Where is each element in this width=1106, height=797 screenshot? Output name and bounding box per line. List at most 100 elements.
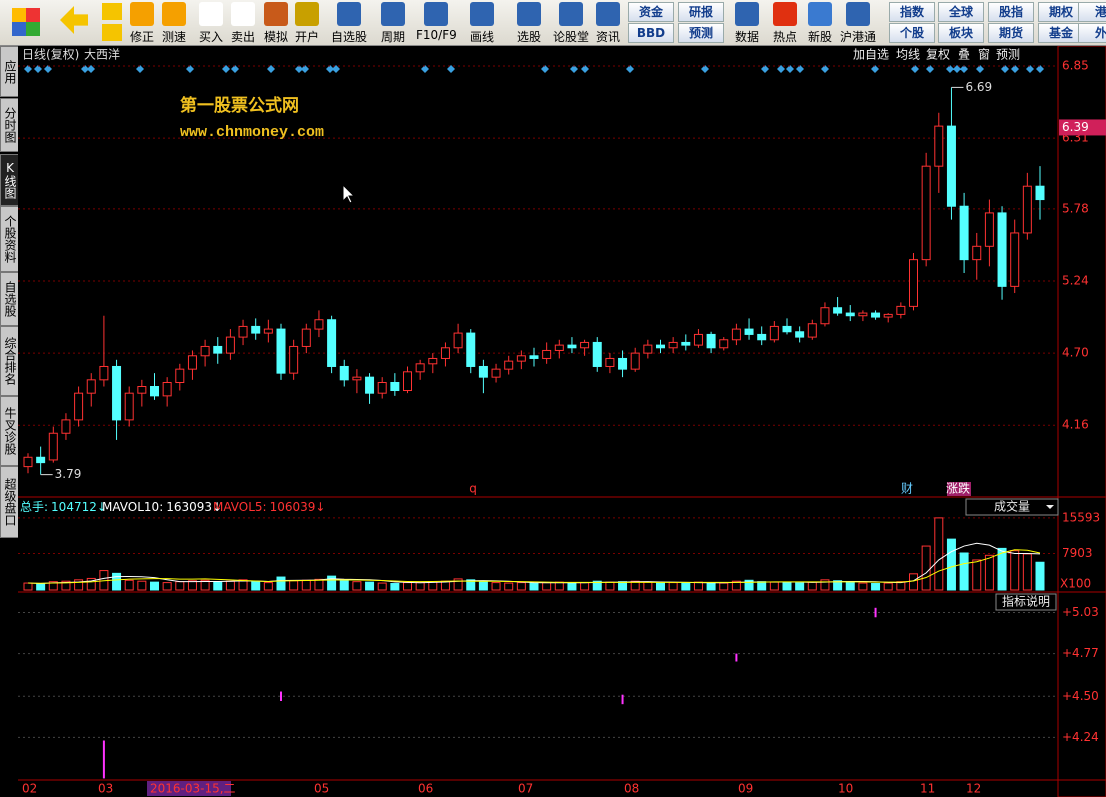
candle-body [99, 365, 109, 381]
toolbar-button[interactable]: 选股 [509, 2, 549, 45]
volume-bar [112, 572, 122, 591]
candle-body [200, 345, 210, 357]
header-button[interactable]: 加自选 [853, 48, 889, 62]
side-tab[interactable]: 综合排名 [0, 326, 19, 396]
candle-body [339, 365, 349, 381]
volume-bar [706, 582, 716, 591]
small-button[interactable]: 期货 [988, 23, 1034, 43]
toolbar-button[interactable]: 周期 [373, 2, 413, 45]
volume-bar [238, 579, 248, 591]
volume-bar [339, 579, 349, 591]
toolbar-button[interactable]: 资讯 [588, 2, 628, 45]
toolbar-button[interactable]: 模拟 [256, 2, 296, 45]
candle-body [580, 341, 590, 349]
icon [424, 2, 448, 26]
candle-body [643, 344, 653, 354]
side-tab[interactable]: 应用 [0, 46, 19, 97]
last-price-box [1059, 119, 1106, 136]
small-button[interactable]: 板块 [938, 23, 984, 43]
toolbar-button[interactable]: 自选股 [329, 2, 369, 45]
volume-bar [1022, 553, 1032, 591]
legend-part: ↓ [212, 500, 222, 514]
volume-bar [845, 581, 855, 591]
volume-bar [301, 579, 311, 591]
volume-legend: MAVOL10: 163093↓ [102, 500, 222, 514]
updown[interactable] [102, 3, 122, 41]
icon [231, 2, 255, 26]
legend-part: MAVOL10: [102, 500, 163, 514]
toolbar-button[interactable]: 修正 [122, 2, 162, 45]
icon [596, 2, 620, 26]
header-button[interactable]: 叠 [958, 48, 970, 62]
small-button[interactable]: 外 [1078, 23, 1106, 43]
header-button[interactable]: 复权 [926, 48, 950, 62]
candle-body [327, 319, 337, 367]
toolbar-button[interactable]: 数据 [727, 2, 767, 45]
small-button[interactable]: 港 [1078, 2, 1106, 22]
y-tick-label: +4.77 [1062, 646, 1099, 660]
period-label: 日线(复权) [22, 48, 79, 62]
header-button[interactable]: 窗 [978, 48, 990, 62]
small-button[interactable]: 期权 [1038, 2, 1084, 22]
legend-part: 163093 [166, 500, 212, 514]
volume-bar [415, 581, 425, 591]
candle-body [719, 339, 729, 349]
button-label: 模拟 [263, 30, 288, 44]
volume-bar [276, 576, 286, 591]
small-button[interactable]: 研报 [678, 2, 724, 22]
back-button[interactable] [60, 6, 88, 34]
x-tick-label: 12 [966, 782, 981, 796]
candle-body [478, 365, 488, 378]
candle-body [833, 307, 843, 314]
button-label: 选股 [516, 30, 541, 44]
toolbar-button[interactable]: 沪港通 [838, 2, 878, 45]
toolbar-button[interactable]: 卖出 [223, 2, 263, 45]
candle-body [693, 333, 703, 346]
volume-bar [605, 581, 615, 591]
side-tab[interactable]: 超级盘口 [0, 466, 19, 538]
x-tick-label: 10 [838, 782, 853, 796]
toolbar-button[interactable]: 画线 [462, 2, 502, 45]
button-label: 画线 [469, 30, 494, 44]
candle-body [997, 212, 1007, 287]
small-button[interactable]: 全球 [938, 2, 984, 22]
small-button[interactable]: 基金 [1038, 23, 1084, 43]
candle-body [238, 325, 248, 338]
toolbar-button[interactable]: 论股堂 [551, 2, 591, 45]
volume-bar [327, 575, 337, 591]
y-tick-label: 4.16 [1062, 418, 1089, 432]
candle-body [1035, 185, 1045, 201]
candle-body [871, 312, 881, 318]
small-button[interactable]: BBD [628, 23, 674, 43]
low-label: 3.79 [55, 467, 82, 481]
small-button[interactable]: 资金 [628, 2, 674, 22]
small-button[interactable]: 指数 [889, 2, 935, 22]
volume-bar [491, 582, 501, 591]
cursor-date-bg [147, 781, 231, 796]
toolbar-button[interactable]: 买入 [191, 2, 231, 45]
small-button[interactable]: 股指 [988, 2, 1034, 22]
toolbar-button[interactable]: 开户 [287, 2, 327, 45]
indicator-name: 成交量 [994, 499, 1030, 514]
button-label: 修正 [129, 30, 154, 44]
small-button[interactable]: 个股 [889, 23, 935, 43]
candle-body [365, 376, 375, 394]
volume-bar [504, 582, 514, 591]
candle-body [820, 307, 830, 325]
volume-bar [200, 579, 210, 591]
toolbar-button[interactable]: 新股 [800, 2, 840, 45]
toolbar-button[interactable]: F10/F9 [416, 2, 457, 42]
explain-button[interactable] [995, 593, 1057, 611]
button-label: 自选股 [330, 30, 367, 44]
volume-bar [580, 582, 590, 591]
toolbar-button[interactable]: 测速 [154, 2, 194, 45]
candle-body [314, 319, 324, 330]
toolbar-button[interactable]: 热点 [765, 2, 805, 45]
indicator-select[interactable] [965, 498, 1059, 516]
header-button[interactable]: 预测 [996, 48, 1020, 62]
small-button[interactable]: 预测 [678, 23, 724, 43]
button-label: 新股 [807, 30, 832, 44]
x-tick-label: 05 [314, 782, 329, 796]
header-button[interactable]: 均线 [896, 48, 920, 62]
button-label: 资讯 [595, 30, 620, 44]
